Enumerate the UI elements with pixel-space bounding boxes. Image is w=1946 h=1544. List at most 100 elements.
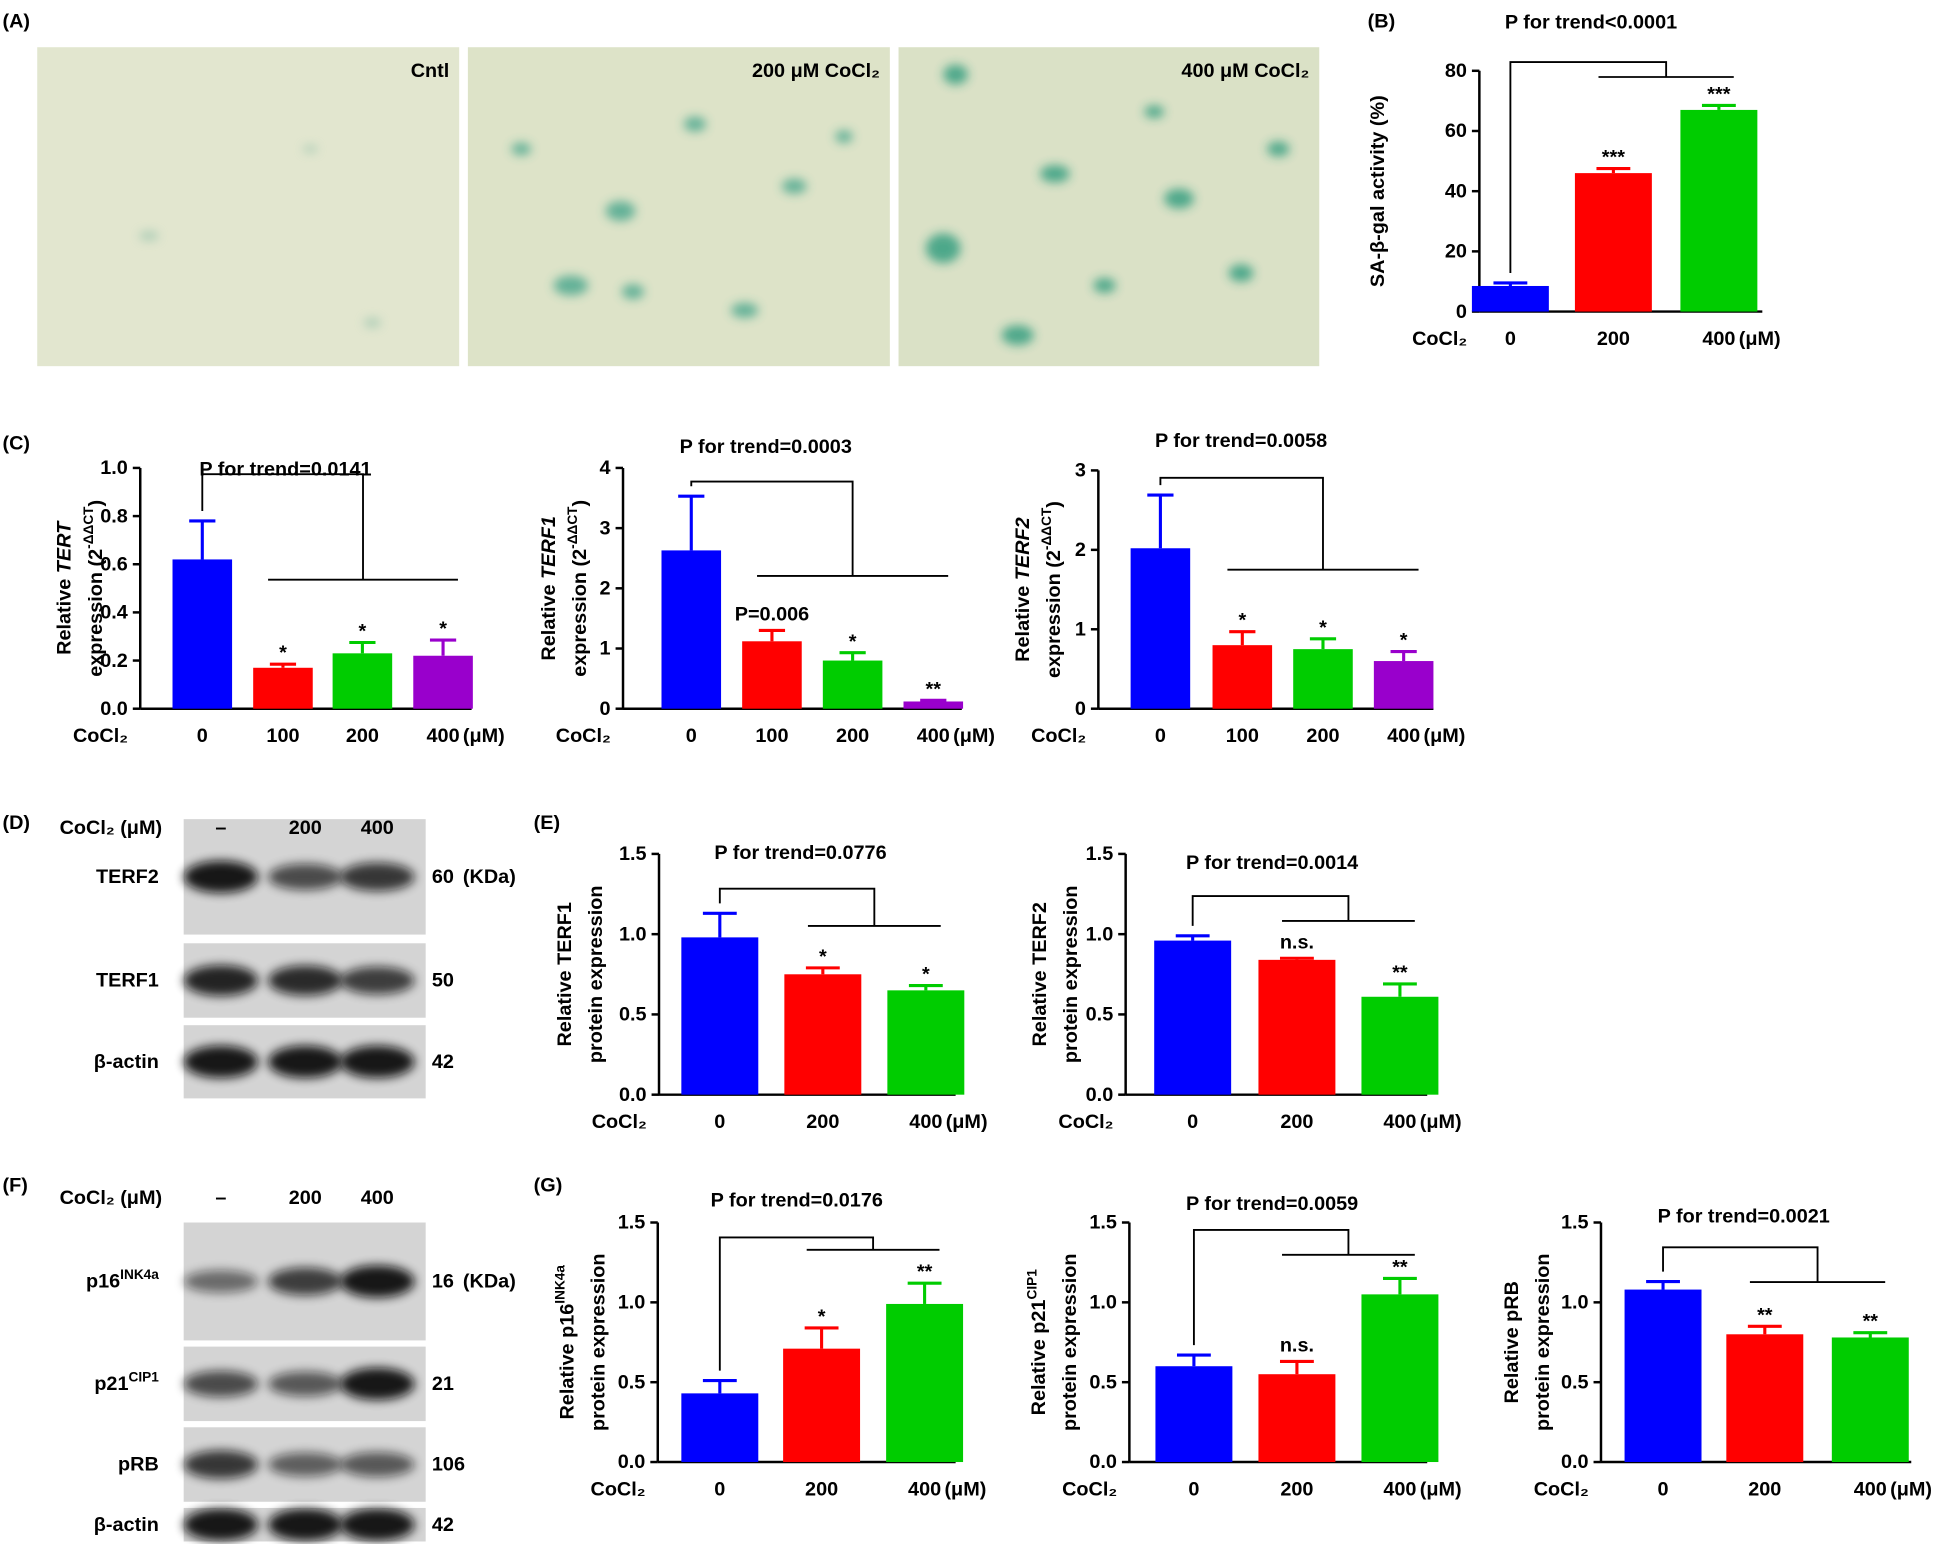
significance-label: ** <box>917 1261 933 1283</box>
chart-title: P for trend=0.0141 <box>199 458 371 480</box>
bar <box>1471 285 1549 312</box>
x-tick-label: 100 <box>266 725 299 747</box>
significance-label: ** <box>1863 1311 1879 1333</box>
x-tick-label: 200 <box>1597 328 1630 350</box>
y-tick-label: 3 <box>1075 460 1086 482</box>
x-unit: (μM) <box>1424 725 1466 747</box>
y-axis-label-part: INK4a <box>553 1265 568 1304</box>
y-tick-label: 1 <box>600 638 611 660</box>
trend-bracket <box>1191 895 1415 926</box>
blot-size: 42 <box>432 1051 454 1073</box>
blot-row-label: p21CIP1 <box>94 1369 159 1395</box>
bar <box>413 655 473 709</box>
bar <box>822 660 883 709</box>
significance-label: ** <box>926 678 942 700</box>
blot-row-label: TERF1 <box>96 970 159 992</box>
blot-band <box>340 1508 415 1541</box>
significance-label: ** <box>1392 1256 1408 1278</box>
micrograph-a3 <box>898 47 1320 367</box>
lane-label: – <box>215 817 226 839</box>
blot-unit: (KDa) <box>463 1271 516 1293</box>
y-tick-label: 1.5 <box>1086 843 1114 865</box>
y-axis-label: Relative TERF1 <box>538 516 560 660</box>
x-tick-label: 200 <box>805 1479 838 1501</box>
y-axis-label: SA-β-gal activity (%) <box>1367 95 1389 287</box>
x-tick-label: 400 <box>908 1479 941 1501</box>
blot-band <box>183 1270 259 1293</box>
blot-row-label-part: pRB <box>118 1454 159 1476</box>
chart-title: P for trend=0.0003 <box>680 436 852 458</box>
y-axis-label-part: TERT <box>54 520 76 573</box>
y-axis-label-part: -ΔΔCT <box>1039 507 1054 550</box>
y-tick-label: 0.8 <box>100 505 128 527</box>
y-axis-label-part: expression (2 <box>1043 550 1065 678</box>
blot-band <box>340 862 415 892</box>
bar <box>903 701 964 709</box>
y-tick-label: 40 <box>1445 180 1467 202</box>
bar <box>172 559 233 709</box>
y-tick-label: 0.0 <box>619 1084 647 1106</box>
y-axis-label-part: protein expression <box>587 1253 609 1431</box>
y-axis-label-part: Relative TERF2 <box>1029 902 1051 1046</box>
y-axis-label: Relative TERF1 <box>554 902 576 1046</box>
y-axis-label: Relative TERT <box>54 520 76 655</box>
lane-label: 200 <box>289 1187 322 1209</box>
micrograph-label: Cntl <box>411 60 450 82</box>
y-axis-label: protein expression <box>1060 886 1082 1064</box>
y-tick-label: 1.0 <box>1561 1292 1589 1314</box>
y-axis-label-part: SA-β-gal activity (%) <box>1367 95 1389 287</box>
significance-label: ** <box>1757 1304 1773 1326</box>
y-tick-label: 3 <box>600 517 611 539</box>
bar <box>1574 173 1652 312</box>
x-unit: (μM) <box>946 1111 988 1133</box>
blot-row-label-part: β-actin <box>94 1051 159 1073</box>
y-axis-label: protein expression <box>1059 1253 1081 1431</box>
blot-header: CoCl₂ (μM) <box>60 817 163 839</box>
blot-size: 50 <box>432 970 454 992</box>
x-prefix: CoCl₂ <box>73 725 128 747</box>
chart-title: P for trend=0.0058 <box>1155 430 1327 452</box>
blot-band <box>268 965 343 996</box>
x-tick-label: 200 <box>1280 1111 1313 1133</box>
lane-label: 400 <box>361 1187 394 1209</box>
blot-row-label-part: CIP1 <box>129 1369 160 1384</box>
panel-label: (A) <box>2 10 30 32</box>
x-prefix: CoCl₂ <box>592 1111 647 1133</box>
bar <box>1212 645 1273 709</box>
bar <box>1258 1374 1336 1463</box>
y-tick-label: 0.2 <box>100 650 128 672</box>
blot-band <box>268 1045 343 1078</box>
blot-size: 21 <box>432 1373 454 1395</box>
y-axis-label-part: TERF1 <box>538 516 560 579</box>
blot-row-label-part: β-actin <box>94 1514 159 1536</box>
blot-size: 42 <box>432 1514 454 1536</box>
significance-label: *** <box>1602 147 1625 169</box>
x-prefix: CoCl₂ <box>1062 1479 1117 1501</box>
y-axis-label: expression (2-ΔΔCT) <box>81 500 107 677</box>
y-axis-label-part: TERF2 <box>1012 517 1034 580</box>
bar <box>1726 1334 1804 1463</box>
micrograph-label: 200 μM CoCl₂ <box>752 60 880 82</box>
y-axis-label: protein expression <box>587 1253 609 1431</box>
chart-title: P for trend=0.0014 <box>1186 852 1358 874</box>
bar <box>1624 1289 1702 1463</box>
chart-title: P for trend=0.0776 <box>714 842 886 864</box>
blot-size: 106 <box>432 1454 465 1476</box>
blot-band <box>340 1045 415 1078</box>
bar <box>742 641 802 709</box>
blot-band <box>268 1267 343 1296</box>
blot-band <box>340 1265 415 1298</box>
panel-label: (D) <box>2 812 30 834</box>
x-tick-label: 0 <box>1505 328 1516 350</box>
bar <box>784 974 862 1095</box>
blot-row-label-part: INK4a <box>120 1267 159 1282</box>
x-tick-label: 200 <box>806 1111 839 1133</box>
blot-band <box>183 965 259 996</box>
y-axis-label-part: Relative TERF1 <box>554 902 576 1046</box>
y-tick-label: 1.5 <box>1561 1212 1589 1234</box>
y-tick-label: 0.5 <box>1086 1004 1114 1026</box>
y-axis-label-part: -ΔΔCT <box>81 506 96 549</box>
micrograph-a1 <box>37 47 460 367</box>
